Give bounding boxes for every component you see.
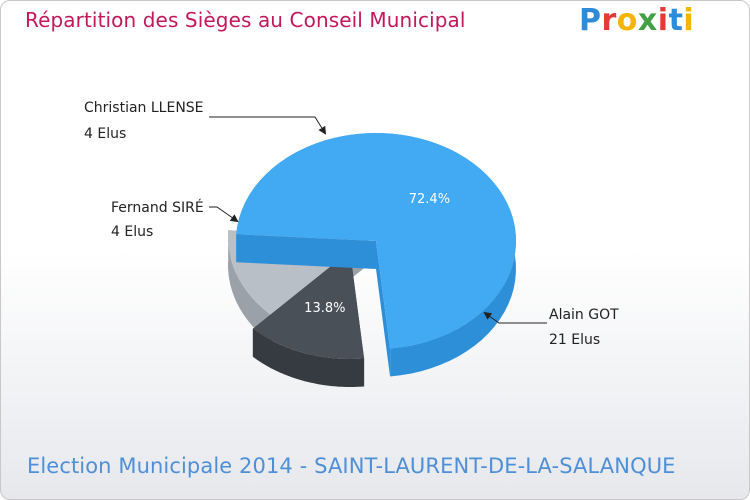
slice-seats-label: 4 Elus <box>111 224 153 240</box>
chart-title: Répartition des Sièges au Conseil Munici… <box>25 8 466 32</box>
leader-line <box>209 206 239 223</box>
logo-letter: P <box>579 3 602 38</box>
slice-seats-label: 4 Elus <box>84 126 126 142</box>
leader-line <box>483 311 547 324</box>
pie-slice <box>236 133 517 377</box>
logo-letter: t <box>668 3 684 38</box>
logo-letter: r <box>601 3 617 38</box>
chart-subtitle: Election Municipale 2014 - SAINT-LAURENT… <box>27 454 676 478</box>
pie-percent-label: 72.4% <box>409 192 450 207</box>
logo-letter: i <box>683 3 695 38</box>
logo-letter: x <box>637 3 658 38</box>
slice-name-label: Fernand SIRÉ <box>111 199 204 216</box>
proxiti-logo[interactable]: Proxiti <box>579 3 694 38</box>
pie-slice <box>252 251 365 387</box>
slice-name-label: Christian LLENSE <box>84 100 204 116</box>
slice-name-label: Alain GOT <box>549 307 619 323</box>
pie-percent-label: 13.8% <box>304 301 345 316</box>
slice-seats-label: 21 Elus <box>549 332 600 348</box>
logo-letter: o <box>616 3 638 38</box>
logo-letter: i <box>657 3 669 38</box>
leader-line <box>209 116 327 135</box>
